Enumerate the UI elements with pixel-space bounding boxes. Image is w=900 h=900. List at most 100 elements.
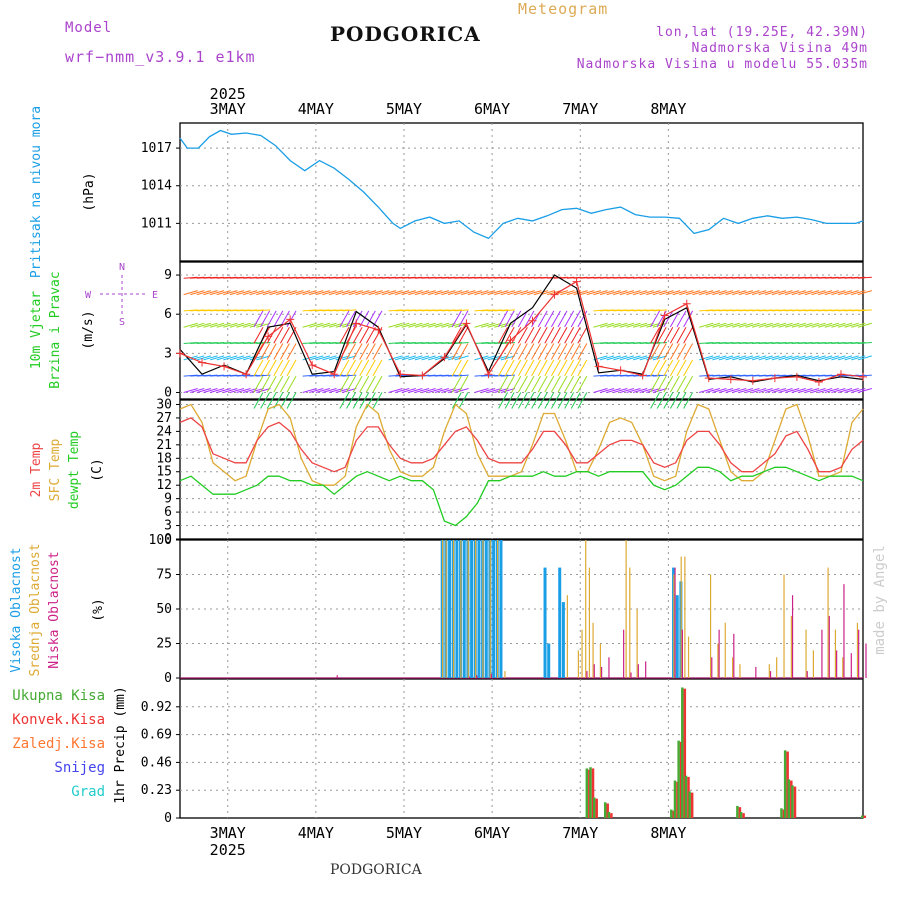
wind-arrow — [785, 290, 800, 296]
precip-bar-conv — [863, 815, 866, 818]
wind-arrow — [458, 392, 469, 409]
wind-arrow — [778, 322, 793, 328]
wind-arrow — [524, 326, 535, 344]
wind-arrow — [520, 290, 535, 296]
wind-arrow — [619, 322, 635, 328]
wind-arrow — [494, 355, 509, 361]
wind-arrow — [216, 355, 231, 361]
wind-arrow — [577, 375, 588, 393]
wind-arrow — [765, 322, 780, 328]
wind-gust-marker — [528, 316, 537, 325]
wind-arrow — [335, 355, 350, 361]
ytick-label-3-0: 0 — [164, 671, 172, 686]
wind-arrow — [725, 290, 740, 296]
wind-arrow — [626, 322, 641, 328]
cloud-bar-1 — [496, 540, 499, 678]
wind-arrow — [652, 322, 668, 328]
day-label-bottom-2: 5MAY — [386, 824, 422, 842]
wind-arrow — [421, 387, 436, 393]
wind-arrow — [365, 343, 376, 360]
wind-arrow — [626, 290, 641, 296]
wind-arrow — [295, 290, 311, 296]
wind-gust-marker — [352, 319, 361, 328]
wind-arrow — [517, 375, 528, 393]
wind-arrow — [183, 387, 198, 393]
wind-arrow — [537, 310, 548, 328]
wind-arrow — [613, 387, 628, 393]
wind-arrow — [229, 290, 245, 296]
precip-bar-total — [681, 687, 684, 818]
cloud-bar-1 — [467, 540, 469, 678]
day-label-bottom-0: 3MAY — [210, 824, 246, 842]
wind-arrow — [564, 310, 575, 328]
wind-arrow — [365, 359, 376, 377]
t2m-line — [179, 417, 864, 473]
wind-arrow — [315, 355, 331, 361]
wind-arrow — [544, 375, 555, 393]
wind-arrow — [352, 359, 363, 377]
cloud-bar-2 — [490, 673, 493, 678]
wind-arrow — [401, 355, 416, 361]
wind-arrow — [451, 359, 462, 377]
wind-arrow — [851, 355, 866, 361]
cloud-bar-0 — [499, 540, 503, 678]
cloud-bar-0 — [484, 540, 488, 678]
wind-arrow — [273, 310, 284, 328]
wind-arrow — [676, 375, 687, 393]
wind-arrow — [666, 290, 681, 296]
wind-arrow — [352, 375, 363, 393]
day-label-bottom-4: 7MAY — [562, 824, 598, 842]
model-label: Model — [65, 20, 113, 36]
wind-arrow — [500, 309, 515, 312]
wind-arrow — [831, 290, 846, 296]
wind-arrow — [196, 387, 212, 393]
wind-arrow — [544, 343, 555, 360]
wind-arrow — [557, 343, 568, 360]
wind-arrow — [339, 359, 350, 377]
cloud-bar-1 — [673, 574, 675, 678]
wind-arrow — [652, 290, 668, 296]
wind-arrow — [732, 355, 747, 361]
wind-arrow — [359, 392, 370, 409]
wind-arrow — [451, 343, 462, 360]
cloud-bar-1 — [856, 622, 859, 678]
wind-gust-marker — [792, 372, 801, 381]
wind-arrow — [454, 355, 469, 361]
wind-arrow — [663, 326, 674, 344]
precip-bar-total — [736, 805, 739, 818]
wind-arrow — [831, 322, 846, 328]
wind-arrow — [253, 326, 264, 344]
wind-arrow — [564, 375, 575, 393]
wind-arrow — [517, 343, 528, 360]
wind-arrow — [824, 322, 839, 328]
wind-arrow — [260, 392, 271, 409]
wind-unit: (m/s) — [81, 310, 96, 349]
precip-bar-total — [592, 797, 596, 818]
wind-arrow — [279, 343, 290, 360]
wind-arrow — [593, 290, 608, 296]
wind-arrow — [791, 355, 806, 361]
wind-arrow — [818, 322, 833, 328]
wind-arrow — [335, 387, 350, 393]
wind-gust-marker — [506, 336, 515, 345]
wind-arrow — [593, 322, 608, 328]
wind-arrow — [824, 290, 839, 296]
chart-title: PODGORICA — [330, 22, 481, 46]
wind-arrow — [798, 322, 813, 328]
wind-arrow — [511, 343, 522, 360]
day-label-bottom-5: 8MAY — [650, 824, 686, 842]
wind-arrow — [266, 343, 277, 360]
wind-arrow — [705, 290, 720, 296]
panel-frame-0 — [179, 122, 864, 262]
wind-arrow — [718, 387, 734, 393]
wind-gust-marker — [616, 366, 625, 375]
wind-arrow — [676, 326, 687, 344]
wind-arrow — [639, 290, 654, 296]
wind-arrow — [619, 290, 635, 296]
wind-arrow — [778, 387, 793, 393]
ytick-label-4-3: 0.69 — [141, 728, 172, 743]
wind-arrow — [837, 290, 853, 296]
precip-unit: 1hr Precip (mm) — [113, 686, 128, 803]
wind-arrow — [650, 343, 661, 360]
wind-arrow — [632, 322, 648, 328]
